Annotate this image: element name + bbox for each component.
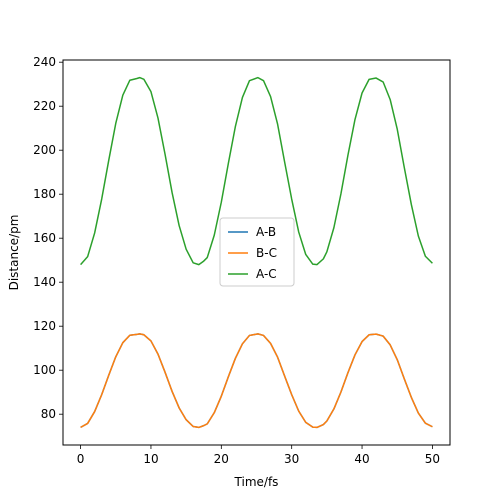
x-tick-label: 30 <box>284 452 299 466</box>
x-tick-label: 0 <box>77 452 85 466</box>
x-tick-label: 40 <box>354 452 369 466</box>
x-tick-label: 20 <box>214 452 229 466</box>
x-axis-label: Time/fs <box>234 475 279 489</box>
y-tick-label: 160 <box>33 231 56 245</box>
x-tick-label: 50 <box>425 452 440 466</box>
x-tick-label: 10 <box>143 452 158 466</box>
y-axis-ticks: 80 100 120 140 160 180 200 220 240 <box>33 55 63 421</box>
legend-label-a-b: A-B <box>256 225 276 239</box>
legend: A-B B-C A-C <box>219 217 295 287</box>
series-line-a-c <box>80 76 433 266</box>
legend-label-a-c: A-C <box>256 267 277 281</box>
y-tick-label: 80 <box>41 407 56 421</box>
plot-marks <box>80 76 433 429</box>
y-tick-label: 180 <box>33 187 56 201</box>
legend-box <box>219 217 295 287</box>
x-axis-ticks: 0 10 20 30 40 50 <box>77 445 440 466</box>
y-axis-label: Distance/pm <box>7 215 21 291</box>
y-tick-label: 240 <box>33 55 56 69</box>
series-line-b-c <box>80 333 433 429</box>
y-tick-label: 100 <box>33 363 56 377</box>
y-tick-label: 220 <box>33 99 56 113</box>
plot-frame <box>62 59 451 446</box>
legend-label-b-c: B-C <box>256 246 277 260</box>
y-tick-label: 140 <box>33 275 56 289</box>
y-tick-label: 200 <box>33 143 56 157</box>
y-tick-label: 120 <box>33 319 56 333</box>
